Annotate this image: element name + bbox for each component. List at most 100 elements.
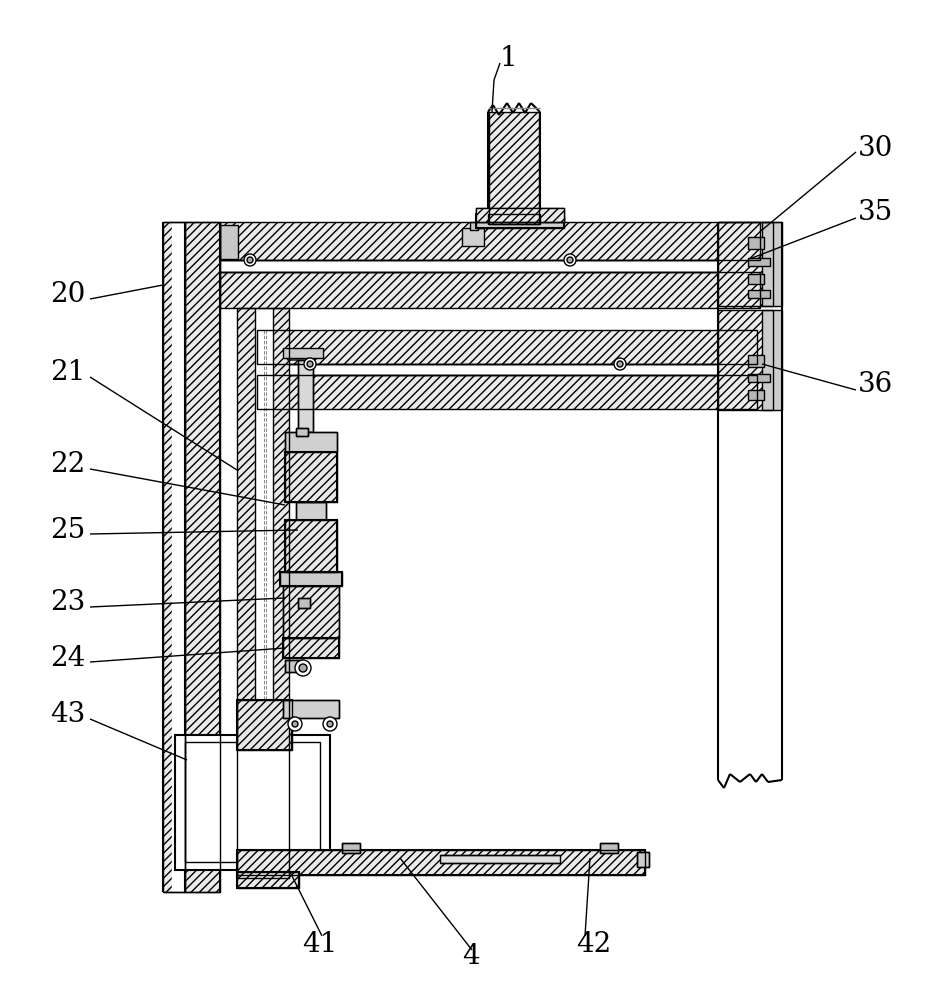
Text: 41: 41 — [302, 930, 337, 958]
Circle shape — [567, 257, 573, 263]
Bar — [440, 855, 560, 863]
Circle shape — [292, 721, 298, 727]
Bar — [296, 502, 326, 520]
Bar — [470, 222, 478, 230]
Text: 4: 4 — [462, 944, 479, 970]
Bar — [285, 452, 337, 502]
Bar — [748, 355, 764, 367]
Bar — [237, 872, 299, 888]
Bar — [257, 330, 757, 364]
Text: 42: 42 — [576, 930, 611, 958]
Bar — [280, 572, 342, 586]
Circle shape — [323, 717, 337, 731]
Bar — [257, 375, 757, 409]
Bar — [298, 360, 313, 432]
Bar — [285, 520, 337, 572]
Bar — [476, 208, 564, 222]
Bar — [283, 700, 339, 718]
Bar — [600, 843, 618, 853]
Bar — [718, 310, 773, 410]
Text: 21: 21 — [50, 360, 85, 386]
Bar — [257, 330, 757, 364]
Bar — [220, 225, 238, 259]
Bar — [283, 586, 339, 638]
Bar — [220, 272, 760, 308]
Bar — [237, 872, 299, 888]
Circle shape — [564, 254, 576, 266]
Bar — [285, 520, 337, 572]
Bar — [255, 308, 273, 778]
Bar — [476, 208, 564, 222]
Text: 36: 36 — [858, 371, 893, 398]
Bar — [342, 843, 360, 853]
Bar — [285, 452, 337, 502]
Bar — [488, 214, 540, 224]
Bar — [637, 852, 649, 867]
Bar — [172, 222, 185, 892]
Bar — [220, 272, 760, 308]
Bar — [748, 290, 770, 298]
Bar — [280, 572, 342, 586]
Bar — [296, 428, 308, 436]
Text: 22: 22 — [50, 452, 85, 479]
Bar — [237, 700, 292, 750]
Bar — [237, 850, 645, 875]
Bar — [476, 214, 564, 228]
Bar — [220, 222, 760, 260]
Bar — [285, 660, 303, 672]
Text: 25: 25 — [50, 516, 85, 544]
Bar — [175, 735, 330, 870]
Bar — [637, 852, 649, 867]
Bar — [285, 452, 337, 502]
Bar — [257, 375, 757, 409]
Text: 23: 23 — [50, 589, 85, 616]
Bar — [283, 638, 339, 658]
Circle shape — [247, 257, 253, 263]
Circle shape — [304, 358, 316, 370]
Bar — [237, 308, 289, 878]
Bar — [462, 228, 484, 246]
Bar — [285, 432, 337, 452]
Bar — [488, 214, 540, 224]
Text: 24: 24 — [50, 645, 85, 672]
Bar — [283, 638, 339, 658]
Polygon shape — [283, 350, 318, 360]
Bar — [163, 222, 185, 892]
Bar — [342, 843, 360, 853]
Text: 30: 30 — [858, 134, 893, 161]
Circle shape — [299, 664, 307, 672]
Bar — [298, 360, 313, 432]
Bar — [283, 586, 339, 638]
Circle shape — [244, 254, 256, 266]
Text: 20: 20 — [50, 282, 85, 308]
Bar — [748, 258, 770, 266]
Bar — [163, 222, 185, 892]
Bar — [489, 112, 539, 224]
Bar — [220, 260, 760, 272]
Bar — [748, 274, 764, 284]
Bar — [476, 208, 564, 222]
Text: 1: 1 — [500, 44, 518, 72]
Text: 35: 35 — [858, 200, 893, 227]
Bar — [237, 850, 645, 875]
Bar — [296, 502, 326, 520]
Text: 43: 43 — [50, 702, 85, 728]
Bar — [237, 872, 299, 888]
Circle shape — [327, 721, 333, 727]
Bar — [718, 222, 773, 306]
Bar — [748, 374, 770, 382]
Bar — [283, 348, 323, 358]
Bar — [283, 700, 339, 718]
Bar — [285, 432, 337, 452]
Bar — [489, 112, 539, 224]
Bar — [476, 218, 564, 228]
Circle shape — [614, 358, 626, 370]
Bar — [748, 237, 764, 249]
Bar — [237, 700, 292, 750]
Bar — [600, 843, 618, 853]
Circle shape — [307, 361, 313, 367]
Bar — [718, 310, 773, 410]
Circle shape — [288, 717, 302, 731]
Bar — [748, 390, 764, 400]
Bar — [237, 308, 289, 878]
